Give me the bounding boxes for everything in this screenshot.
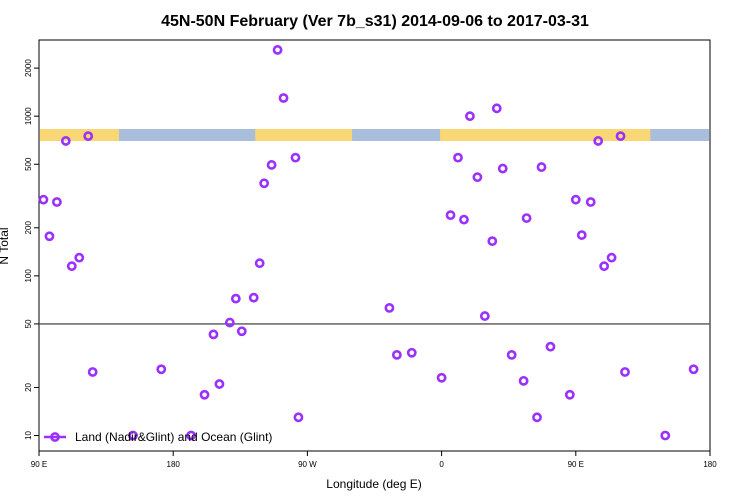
data-point	[436, 372, 447, 383]
data-point	[391, 349, 402, 360]
y-tick-label: 2000	[24, 59, 33, 77]
y-tick-label: 20	[24, 382, 33, 391]
data-point	[518, 375, 529, 386]
data-point	[532, 412, 542, 423]
data-point	[453, 152, 463, 163]
y-tick-label: 10	[24, 431, 33, 440]
data-point	[44, 231, 55, 242]
data-point	[487, 236, 498, 247]
data-point	[593, 136, 604, 146]
y-tick-label: 50	[24, 319, 33, 328]
data-point	[606, 252, 617, 263]
legend: Land (Nadir&Glint) and Ocean (Glint)	[44, 430, 272, 444]
data-point	[248, 292, 259, 303]
x-tick-label: 0	[439, 460, 444, 469]
y-tick-label: 500	[24, 157, 33, 171]
data-point	[465, 111, 475, 122]
data-point	[74, 252, 85, 263]
data-point	[599, 261, 610, 272]
chart-title: 45N-50N February (Ver 7b_s31) 2014-09-06…	[161, 13, 589, 30]
data-point	[254, 258, 265, 269]
data-point	[384, 302, 395, 313]
data-point	[83, 131, 94, 142]
data-point	[290, 152, 301, 163]
y-tick-label: 200	[24, 221, 33, 235]
data-point	[576, 230, 587, 240]
data-point	[293, 412, 304, 423]
data-point	[60, 136, 71, 146]
data-point	[66, 261, 77, 272]
land-ocean-strip	[40, 129, 709, 141]
data-point	[199, 389, 210, 400]
data-point	[615, 131, 626, 142]
data-point	[51, 197, 62, 207]
data-point	[536, 162, 547, 172]
data-point	[278, 93, 289, 103]
x-tick-label: 90 E	[31, 460, 47, 469]
land-strip-segment	[255, 129, 353, 141]
data-point	[459, 214, 469, 225]
x-tick-label: 180	[167, 460, 181, 469]
data-point	[186, 430, 196, 441]
x-axis-label: Longitude (deg E)	[326, 477, 421, 491]
data-points	[38, 45, 699, 441]
y-axis-ticks: 10 20 50 100 200 500 1000 2000	[24, 59, 39, 440]
y-axis-label: N Total	[0, 227, 11, 264]
x-tick-label: 90 W	[298, 460, 317, 469]
data-point	[472, 172, 483, 183]
legend-label: Land (Nadir&Glint) and Ocean (Glint)	[75, 430, 272, 444]
data-point	[545, 341, 556, 352]
data-point	[445, 210, 456, 221]
data-point	[87, 367, 98, 377]
data-point	[688, 364, 699, 375]
legend-marker	[50, 432, 60, 442]
data-point	[491, 103, 502, 114]
data-point	[38, 194, 49, 205]
land-strip-segment	[40, 129, 120, 141]
data-point	[236, 326, 247, 337]
data-point	[406, 347, 417, 358]
data-point	[521, 213, 532, 223]
data-point	[208, 329, 219, 340]
data-point	[128, 430, 138, 441]
data-point	[497, 163, 508, 174]
data-point	[214, 379, 225, 389]
y-tick-label: 1000	[24, 107, 33, 125]
data-point	[585, 197, 596, 207]
data-point	[564, 389, 575, 400]
plot-area-frame	[38, 39, 711, 452]
y-tick-label: 100	[24, 269, 33, 283]
data-point	[620, 367, 630, 377]
data-point	[156, 364, 167, 375]
data-point	[259, 178, 270, 189]
x-tick-label: 180	[703, 460, 717, 469]
data-point	[266, 160, 277, 170]
x-axis-ticks: 90 E 180 90 W 0 90 E 180	[31, 451, 717, 469]
data-point	[272, 45, 283, 55]
data-point	[506, 349, 517, 360]
data-point	[230, 293, 241, 304]
data-point	[224, 317, 235, 328]
data-point	[660, 430, 671, 441]
data-point	[570, 194, 581, 205]
data-point	[479, 311, 490, 321]
x-tick-label: 90 E	[568, 460, 584, 469]
